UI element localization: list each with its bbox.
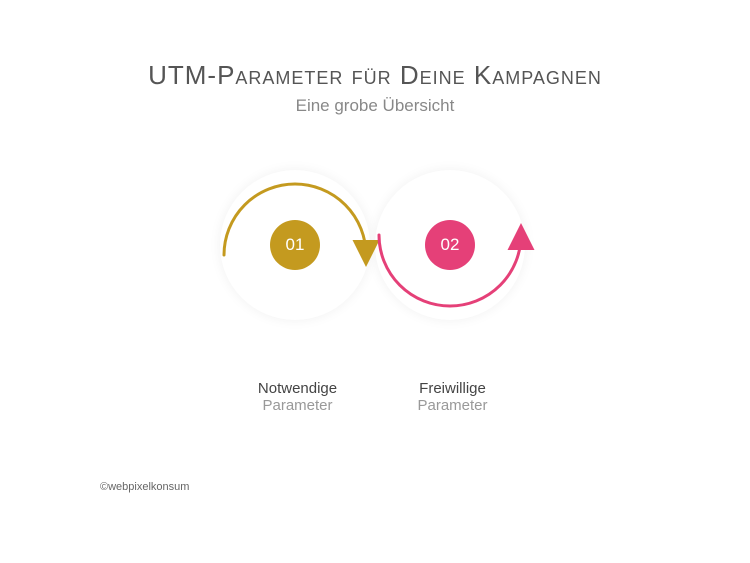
page-title: UTM-Parameter für Deine Kampagnen xyxy=(0,60,750,91)
step-circle-02: 02 xyxy=(425,220,475,270)
label-02-line1: Freiwillige xyxy=(375,380,530,397)
label-01-line2: Parameter xyxy=(220,397,375,414)
infinity-diagram: 01 02 xyxy=(220,160,530,350)
step-circle-01: 01 xyxy=(270,220,320,270)
label-02-line2: Parameter xyxy=(375,397,530,414)
label-col-02: Freiwillige Parameter xyxy=(375,380,530,414)
label-col-01: Notwendige Parameter xyxy=(220,380,375,414)
step-number-01: 01 xyxy=(286,235,305,255)
page-subtitle: Eine grobe Übersicht xyxy=(0,96,750,116)
label-01-line1: Notwendige xyxy=(220,380,375,397)
step-number-02: 02 xyxy=(441,235,460,255)
credit-text: ©webpixelkonsum xyxy=(100,481,189,493)
labels-row: Notwendige Parameter Freiwillige Paramet… xyxy=(220,380,530,414)
